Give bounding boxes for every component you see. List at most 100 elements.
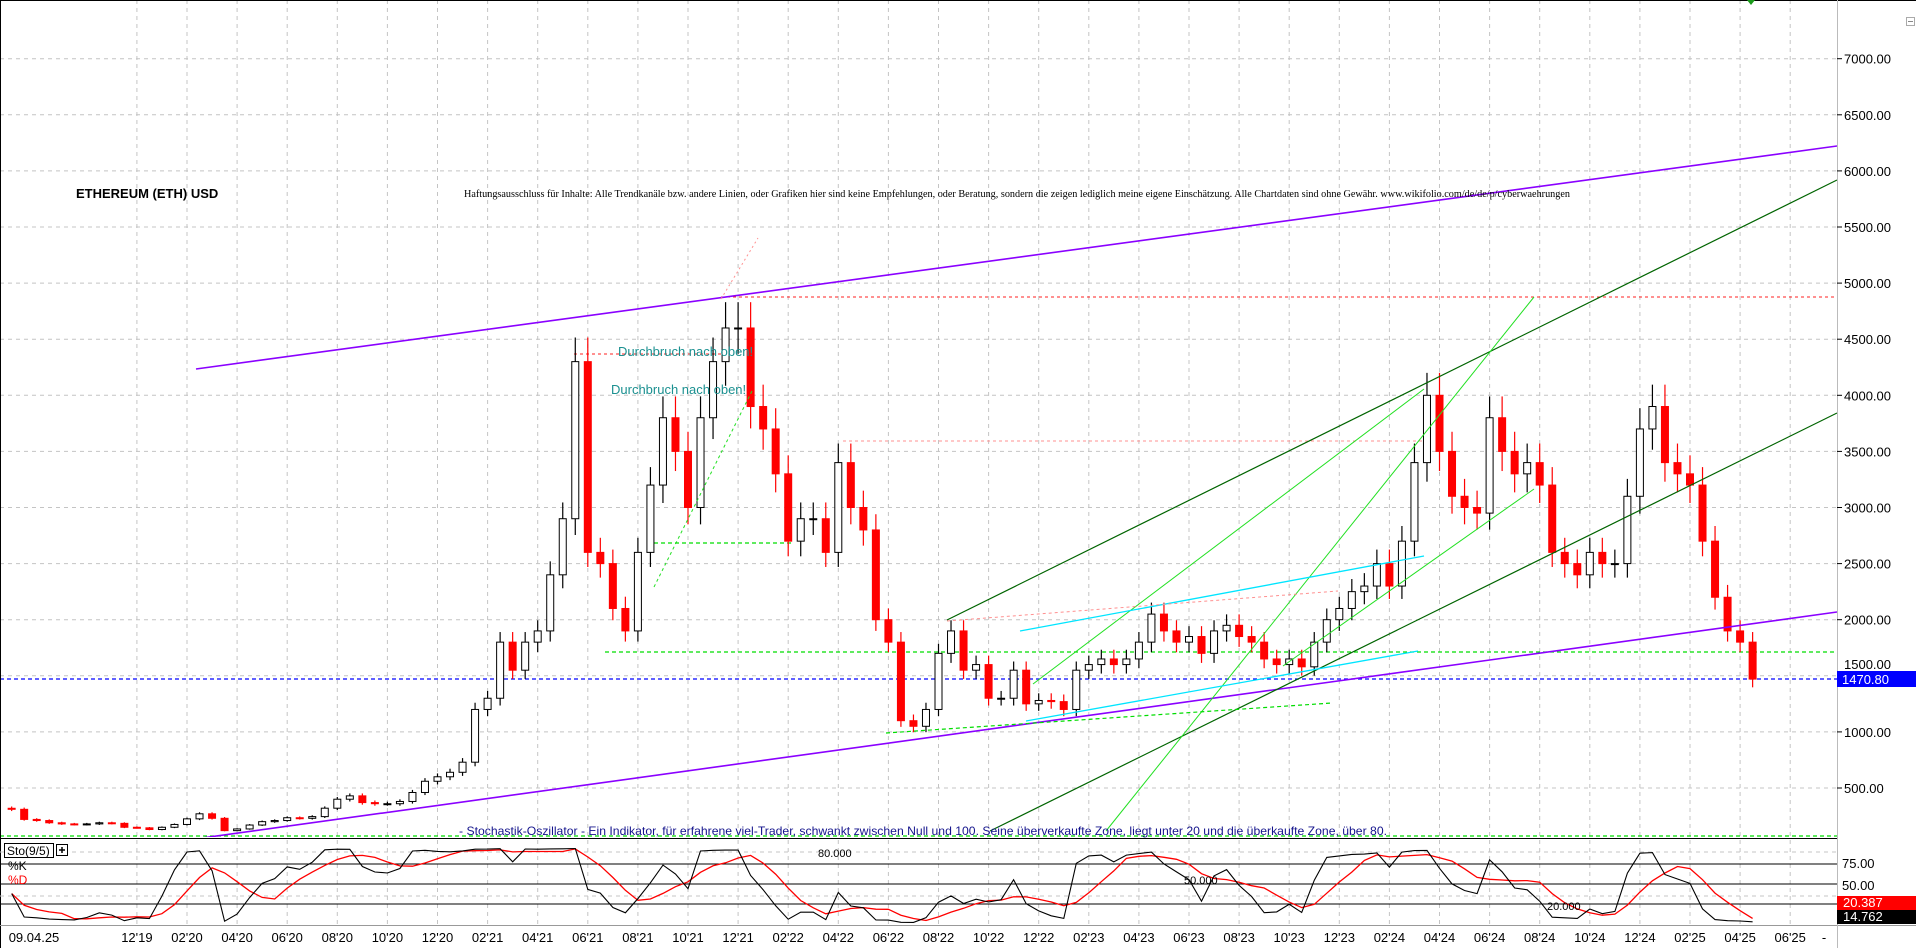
candle-body [533,630,542,643]
candle-up [1422,372,1431,482]
price-axis-label: 6000.00 [1844,164,1891,179]
plus-box-icon[interactable] [56,844,68,856]
candle-up [95,821,104,825]
candle-body [258,821,267,826]
candle-body [1210,630,1219,654]
candle-body [1109,658,1118,666]
stochastic-k-line [11,847,1753,923]
candle-up [1322,608,1331,653]
candle-up [483,690,492,717]
collapse-panel-button[interactable] [1906,17,1915,26]
candle-up [1585,537,1594,589]
candle-body [370,802,379,805]
trend-dark-green-upper[interactable] [946,179,1837,621]
candle-up [283,816,292,822]
candle-body [1134,641,1143,660]
candle-body [959,630,968,671]
candle-body [583,361,592,553]
candle-body [1072,669,1081,710]
breakout-annotation-2[interactable]: Durchbruch nach oben! [611,382,746,397]
candle-down [208,812,217,820]
candle-body [1297,658,1306,668]
candle-down [896,632,905,727]
candle-up [834,443,843,567]
channel-upper-purple[interactable] [195,145,1837,370]
candle-body [571,361,580,520]
trend-light-green-mid[interactable] [1032,388,1425,685]
date-label: 10'21 [672,930,703,945]
candle-body [170,823,179,828]
candle-down [596,537,605,578]
candle-down [1235,614,1244,647]
k-value: 14.762 [1843,909,1883,924]
date-axis[interactable]: 12'19 02'20 04'20 06'20 08'20 10'20 12'20 02'21… [121,930,1806,945]
trend-cyan-upper[interactable] [1019,555,1425,632]
candle-down [1272,649,1281,674]
date-label: 02'24 [1374,930,1405,945]
date-label: 04'24 [1424,930,1455,945]
candle-body [1473,507,1482,514]
candle-body [345,795,354,800]
candle-body [95,822,104,825]
candle-down [1748,632,1757,688]
candle-up [1185,626,1193,653]
candle-body [1573,563,1582,576]
candle-body [1711,540,1720,598]
candle-up [1648,384,1657,450]
candle-body [633,551,642,632]
stochastic-legend: Sto(9/5) %K %D [4,843,68,887]
candle-up [947,620,956,663]
trend-cyan-lower[interactable] [1025,650,1419,722]
candle-down [1473,490,1482,530]
date-label: 10'22 [973,930,1004,945]
candle-down [821,502,830,567]
last-price-label: 1470.80 [1837,671,1916,687]
trend-lines[interactable] [195,145,1837,838]
price-axis-label: 500.00 [1844,781,1884,796]
price-axis[interactable]: 500.00 1000.00 1500.00 2000.00 2500.00 3000.0… [1837,52,1891,796]
candle-down [1660,384,1669,482]
candle-up [721,302,730,386]
trend-light-green-2021[interactable] [653,390,753,588]
trend-light-green-steep[interactable] [1105,296,1535,832]
date-label: 04'20 [221,930,252,945]
stochastic-panel[interactable] [0,847,1842,923]
candle-up [433,773,442,785]
candle-up [170,823,179,829]
candle-down [57,821,66,825]
candle-down [1159,602,1168,642]
date-label: 06'21 [572,930,603,945]
candle-body [1397,540,1406,587]
candle-body [596,551,605,565]
channel-lower-purple[interactable] [202,611,1837,838]
trend-pink-2021[interactable] [720,237,759,300]
support-sloped-green[interactable] [885,702,1333,734]
candle-body [1372,563,1381,587]
candle-body [496,641,505,699]
date-label: 12'23 [1324,930,1355,945]
candle-down [1460,478,1469,525]
last-price-value: 1470.80 [1842,672,1889,687]
candle-down [1548,467,1557,567]
candle-down [1260,632,1269,669]
candle-down [583,337,592,567]
trend-light-green-short[interactable] [1282,488,1535,667]
candle-body [1360,585,1369,593]
candle-body [1535,462,1544,486]
candle-down [884,608,893,653]
candle-body [646,484,655,553]
candle-body [1084,664,1093,671]
trend-dark-green-lower[interactable] [989,412,1837,832]
breakout-annotation-1[interactable]: Durchbruch nach oben! [618,344,753,359]
candle-down [746,302,755,429]
date-label: 08'24 [1524,930,1555,945]
candle-up [82,822,91,826]
candle-body [82,823,91,826]
candle-down [1435,372,1444,472]
candle-body [1736,630,1745,643]
date-label: 04'22 [823,930,854,945]
date-label: 02'21 [472,930,503,945]
resistance-sloped-red[interactable] [946,590,1339,622]
candle-down [508,632,517,679]
